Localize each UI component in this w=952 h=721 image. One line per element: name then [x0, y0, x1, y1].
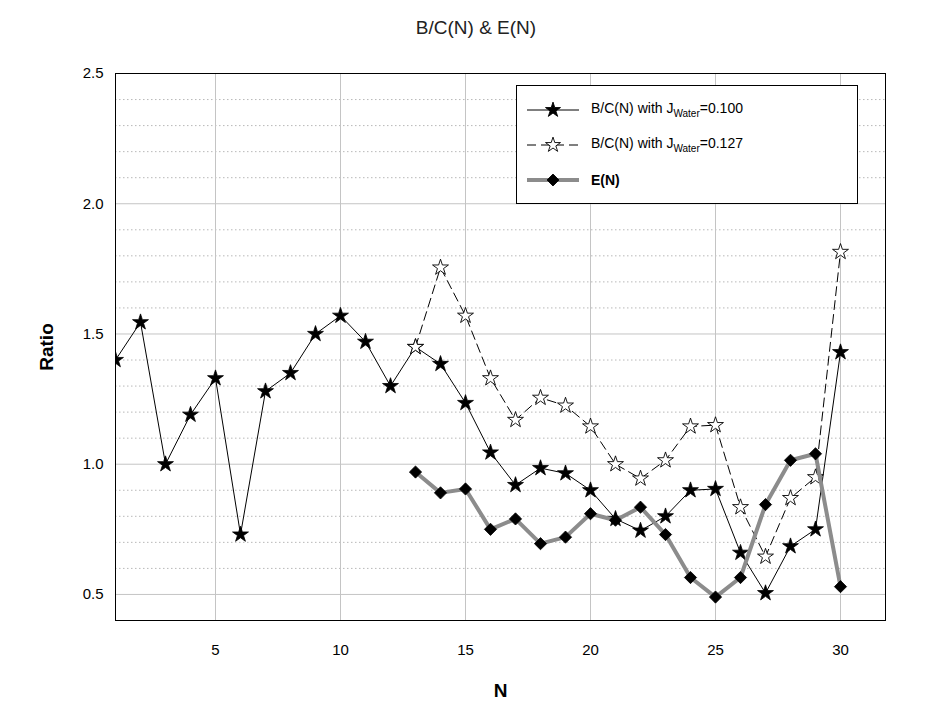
- html-text:E(N): E(N): [591, 171, 620, 188]
- svg-text:15: 15: [457, 641, 474, 658]
- html-text:B/C(N) with JWater=0.100: B/C(N) with JWater=0.100: [591, 100, 743, 119]
- svg-text:1.0: 1.0: [83, 455, 104, 472]
- svg-text:10: 10: [332, 641, 349, 658]
- svg-text:25: 25: [707, 641, 724, 658]
- svg-text:0.5: 0.5: [83, 585, 104, 602]
- svg-text:20: 20: [582, 641, 599, 658]
- svg-text:2.5: 2.5: [83, 64, 104, 81]
- svg-text:2.0: 2.0: [83, 195, 104, 212]
- svg-text:5: 5: [211, 641, 219, 658]
- svg-text:Ratio: Ratio: [36, 323, 57, 371]
- html-text:B/C(N) with JWater=0.127: B/C(N) with JWater=0.127: [591, 135, 743, 154]
- svg-text:N: N: [494, 680, 508, 701]
- svg-text:1.5: 1.5: [83, 325, 104, 342]
- html-text:B/C(N) & E(N): B/C(N) & E(N): [415, 17, 537, 38]
- svg-text:30: 30: [832, 641, 849, 658]
